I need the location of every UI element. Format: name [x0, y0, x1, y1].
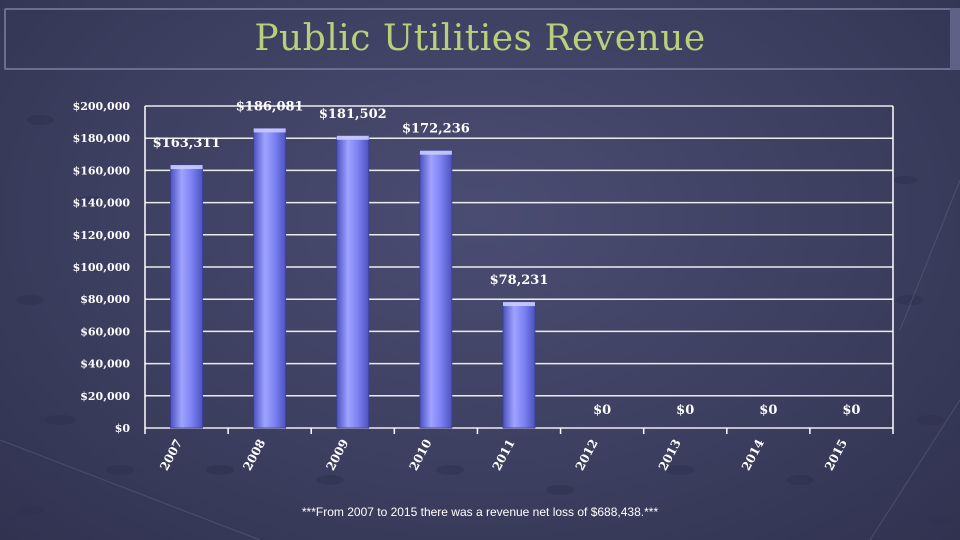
x-tick-label: 2012	[573, 437, 601, 473]
x-tick-label: 2010	[406, 437, 434, 473]
y-tick-label: $60,000	[80, 325, 130, 338]
bar	[253, 128, 287, 429]
y-tick-label: $200,000	[73, 100, 131, 113]
x-tick-label: 2015	[822, 437, 850, 473]
data-label: $0	[842, 403, 860, 418]
bar-top-highlight	[253, 128, 286, 133]
bar	[170, 164, 203, 429]
bar	[336, 135, 370, 429]
y-tick-label: $0	[115, 422, 131, 435]
bar-top-highlight	[336, 135, 369, 140]
bar-top-highlight	[419, 150, 452, 155]
data-label: $163,311	[153, 136, 221, 151]
title-frame	[4, 8, 960, 70]
y-tick-label: $100,000	[73, 261, 131, 274]
bar-top-highlight	[503, 302, 535, 307]
x-tick-label: 2014	[739, 437, 767, 473]
y-tick-label: $40,000	[80, 358, 130, 371]
y-tick-label: $80,000	[80, 293, 130, 306]
data-label: $0	[759, 403, 777, 418]
data-label: $0	[593, 403, 611, 418]
data-label: $181,502	[319, 107, 387, 122]
bar	[419, 150, 453, 429]
x-tick-label: 2007	[157, 437, 185, 473]
x-tick-label: 2013	[656, 437, 684, 473]
y-tick-label: $20,000	[80, 390, 130, 403]
bar-top-highlight	[170, 165, 203, 170]
bar	[502, 301, 536, 429]
y-tick-label: $180,000	[73, 132, 131, 145]
data-label: $78,231	[490, 273, 549, 288]
data-label: $172,236	[402, 122, 470, 137]
y-tick-label: $120,000	[73, 229, 131, 242]
chart-title: Public Utilities Revenue	[254, 18, 706, 59]
x-tick-label: 2008	[240, 437, 268, 473]
y-tick-label: $160,000	[73, 164, 131, 177]
data-label: $186,081	[236, 99, 304, 114]
footnote: ***From 2007 to 2015 there was a revenue…	[301, 505, 659, 519]
x-tick-label: 2011	[490, 437, 518, 473]
data-label: $0	[676, 403, 694, 418]
y-tick-label: $140,000	[73, 197, 131, 210]
x-tick-label: 2009	[323, 437, 351, 473]
